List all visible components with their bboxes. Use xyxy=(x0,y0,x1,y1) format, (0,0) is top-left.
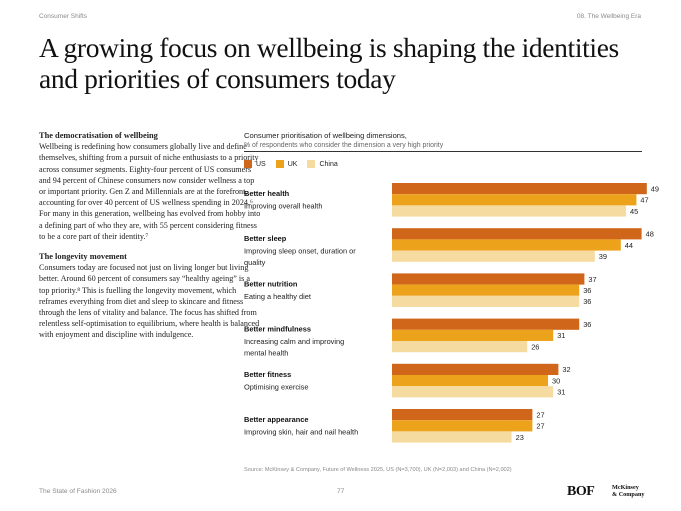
bar-label-better-mindfulness-uk: 31 xyxy=(557,331,565,340)
bar-label-better-appearance-china: 23 xyxy=(516,433,524,442)
category-label-better-fitness: Better fitness xyxy=(244,370,291,379)
bar-label-better-appearance-uk: 27 xyxy=(536,422,544,431)
category-label-better-appearance: Better appearance xyxy=(244,415,309,424)
section1-text: Wellbeing is redefining how consumers gl… xyxy=(39,142,261,241)
section2-text: Consumers today are focused not just on … xyxy=(39,263,260,340)
publication-title: The State of Fashion 2026 xyxy=(39,488,117,495)
legend-swatch-china xyxy=(307,160,316,168)
bar-better-health-uk xyxy=(392,194,637,206)
bar-better-fitness-china xyxy=(392,386,554,398)
bar-better-mindfulness-us xyxy=(392,318,580,330)
category-desc-better-sleep-0: Improving sleep onset, duration or xyxy=(244,247,356,256)
bar-label-better-sleep-uk: 44 xyxy=(625,241,633,250)
legend-label-us: US xyxy=(256,160,266,168)
category-label-better-mindfulness: Better mindfulness xyxy=(244,325,311,334)
bar-better-nutrition-china xyxy=(392,295,580,307)
section2-title: The longevity movement xyxy=(39,252,127,262)
legend-label-uk: UK xyxy=(287,160,298,168)
bar-label-better-fitness-uk: 30 xyxy=(552,376,560,385)
bar-label-better-health-us: 49 xyxy=(651,184,659,193)
category-label-better-nutrition: Better nutrition xyxy=(244,279,298,288)
bar-better-fitness-uk xyxy=(392,375,548,387)
legend-label-china: China xyxy=(319,160,338,168)
bar-better-sleep-us xyxy=(392,228,642,240)
chart-divider xyxy=(244,151,642,152)
chapter-label: 08. The Wellbeing Era xyxy=(576,13,641,20)
body-text-column: The democratisation of wellbeing Wellbei… xyxy=(39,130,261,350)
bar-label-better-nutrition-china: 36 xyxy=(583,297,591,306)
bof-logo: BOF xyxy=(567,484,595,499)
bar-label-better-health-china: 45 xyxy=(630,207,638,216)
bar-better-health-us xyxy=(392,183,647,195)
bar-label-better-fitness-us: 32 xyxy=(562,365,570,374)
category-desc-better-health-0: Improving overall health xyxy=(244,202,322,211)
category-desc-better-mindfulness-1: mental health xyxy=(244,348,288,357)
chart-subtitle: % of respondents who consider the dimens… xyxy=(244,142,444,149)
bar-label-better-nutrition-uk: 36 xyxy=(583,286,591,295)
page-number: 77 xyxy=(337,488,345,495)
legend-item-uk: UK xyxy=(275,160,298,168)
category-desc-better-appearance-0: Improving skin, hair and nail health xyxy=(244,428,358,437)
legend-swatch-uk xyxy=(275,160,284,168)
chart-legend: US UK China xyxy=(244,160,348,168)
page-headline: A growing focus on wellbeing is shaping … xyxy=(39,32,619,94)
legend-item-china: China xyxy=(307,160,338,168)
bar-better-nutrition-us xyxy=(392,273,585,285)
section-label: Consumer Shifts xyxy=(39,13,88,20)
mckinsey-logo: McKinsey & Company xyxy=(612,484,645,498)
bar-better-appearance-uk xyxy=(392,420,533,432)
bar-better-fitness-us xyxy=(392,363,559,375)
bar-label-better-appearance-us: 27 xyxy=(536,410,544,419)
bar-better-health-china xyxy=(392,205,626,217)
bar-better-nutrition-uk xyxy=(392,284,580,296)
bar-label-better-fitness-china: 31 xyxy=(557,388,565,397)
bar-label-better-sleep-us: 48 xyxy=(646,230,654,239)
category-label-better-sleep: Better sleep xyxy=(244,234,287,243)
bar-label-better-nutrition-us: 37 xyxy=(588,275,596,284)
category-desc-better-sleep-1: quality xyxy=(244,258,266,267)
bar-label-better-mindfulness-china: 26 xyxy=(531,342,539,351)
bar-better-mindfulness-china xyxy=(392,341,528,353)
category-desc-better-mindfulness-0: Increasing calm and improving xyxy=(244,337,344,346)
bar-better-sleep-china xyxy=(392,250,595,262)
bar-better-appearance-china xyxy=(392,431,512,443)
bar-better-appearance-us xyxy=(392,409,533,421)
chart-title: Consumer prioritisation of wellbeing dim… xyxy=(244,131,407,140)
bar-better-sleep-uk xyxy=(392,239,621,251)
section1-title: The democratisation of wellbeing xyxy=(39,131,158,140)
bar-better-mindfulness-uk xyxy=(392,329,554,341)
chart-source: Source: McKinsey & Company, Future of We… xyxy=(244,467,512,473)
category-desc-better-nutrition-0: Eating a healthy diet xyxy=(244,292,311,301)
bar-label-better-health-uk: 47 xyxy=(640,196,648,205)
bar-label-better-mindfulness-us: 36 xyxy=(583,320,591,329)
category-desc-better-fitness-0: Optimising exercise xyxy=(244,382,308,391)
mckinsey-logo-line1: McKinsey xyxy=(612,484,639,491)
mckinsey-logo-line2: & Company xyxy=(612,490,645,498)
legend-swatch-us xyxy=(244,160,252,168)
legend-item-us: US xyxy=(244,160,266,168)
bar-label-better-sleep-china: 39 xyxy=(599,252,607,261)
category-label-better-health: Better health xyxy=(244,189,290,198)
